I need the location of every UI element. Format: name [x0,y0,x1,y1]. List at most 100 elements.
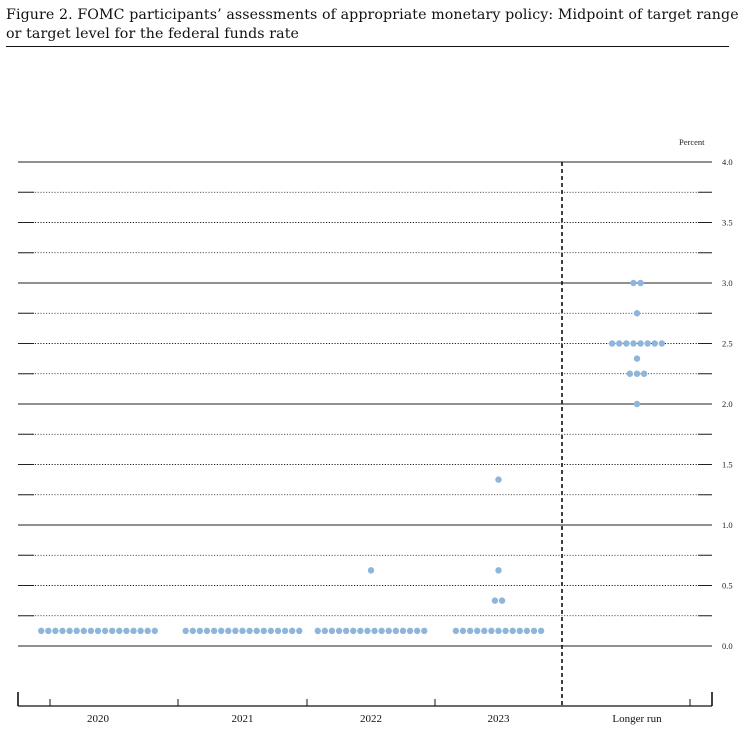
participant-dot [45,627,52,635]
participant-dot [210,627,218,635]
participant-dot [385,627,392,635]
participant-dot [144,627,151,635]
participant-dot [371,627,378,635]
participant-dot [80,627,88,635]
participant-dot [342,627,350,635]
participant-dot [137,627,144,635]
participant-dot [296,627,303,635]
y-tick-label: 4.0 [722,157,733,167]
participant-dot [94,627,102,635]
participant-dot [537,627,545,635]
participant-dot [640,370,648,377]
participant-dot [101,627,109,635]
participant-dot [530,627,538,635]
participant-dot [232,627,239,635]
participant-dot [246,627,253,635]
participant-dot [321,627,329,635]
y-tick-label: 0.5 [722,581,733,591]
participant-dot [189,627,196,635]
participant-dot [59,627,66,635]
participant-dot [267,627,275,635]
participant-dot [498,597,506,604]
participant-dot [626,370,634,377]
participant-dot [289,627,296,635]
dots [38,279,666,635]
participant-dot [495,567,502,574]
participant-dot [474,627,481,635]
participant-dot [314,627,321,635]
participant-dot [406,627,414,635]
participant-dot [218,627,225,635]
participant-dot [608,340,616,347]
participant-dot [623,340,630,347]
participant-dot [413,627,421,635]
participant-dot [633,355,641,362]
participant-dot [66,627,73,635]
participant-dot [151,627,158,635]
participant-dot [182,627,189,635]
participant-dot [367,567,375,574]
participant-dot [196,627,204,635]
participant-dot [123,627,130,635]
participant-dot [630,279,637,287]
participant-dot [274,627,282,635]
participant-dot [116,627,123,635]
gridlines [18,161,712,647]
participant-dot [281,627,289,635]
participant-dot [466,627,474,635]
chart-title-line-2: or target level for the federal funds ra… [6,26,300,42]
participant-dot [421,627,428,635]
participant-dot [52,627,59,635]
participant-dot [481,627,488,635]
participant-dot [630,340,637,347]
participant-dot [488,627,495,635]
participant-dot [491,597,499,604]
participant-dot [335,627,343,635]
x-category-label: 2023 [488,713,511,725]
participant-dot [644,340,651,347]
participant-dot [357,627,364,635]
participant-dot [109,627,116,635]
labels: 0.0 0.5 1.0 1.5 2.0 2.5 3.0 3.5 4.0 Percent 2020 20… [87,137,733,725]
participant-dot [253,627,260,635]
chart-title-line-1: Figure 2. FOMC participants’ assessments… [6,7,739,23]
participant-dot [38,627,45,635]
participant-dot [633,310,641,317]
participant-dot [392,627,400,635]
participant-dot [203,627,211,635]
participant-dot [459,627,467,635]
participant-dot [509,627,516,635]
participant-dot [328,627,336,635]
participant-dot [364,627,371,635]
participant-dot [633,400,641,408]
participant-dot [651,340,658,347]
y-tick-label: 3.5 [722,218,733,228]
y-tick-label: 1.0 [722,520,733,530]
y-tick-label: 1.5 [722,460,733,470]
x-category-label: 2021 [232,713,254,725]
participant-dot [452,627,460,635]
participant-dot [378,627,385,635]
participant-dot [637,340,644,347]
x-category-label: 2022 [360,713,382,725]
y-tick-label: 0.0 [722,641,733,651]
participant-dot [516,627,523,635]
participant-dot [616,340,623,347]
participant-dot [502,627,509,635]
participant-dot [350,627,357,635]
participant-dot [130,627,137,635]
participant-dot [239,627,246,635]
participant-dot [260,627,267,635]
y-tick-label: 2.0 [722,399,733,409]
participant-dot [73,627,80,635]
participant-dot [495,627,502,635]
participant-dot [225,627,232,635]
y-tick-label: 3.0 [722,278,733,288]
participant-dot [658,340,666,347]
participant-dot [637,279,644,287]
x-category-label: 2020 [87,713,110,725]
participant-dot [495,476,502,483]
axes [17,161,713,708]
x-category-label: Longer run [612,713,662,725]
chart-title: Figure 2. FOMC participants’ assessments… [6,6,742,44]
